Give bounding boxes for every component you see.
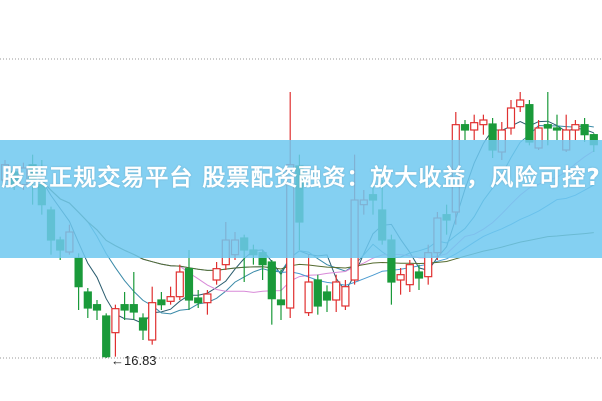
- candle-body: [322, 291, 332, 301]
- candle-body: [276, 299, 286, 306]
- candle-body: [479, 119, 488, 126]
- candle: [138, 313, 148, 340]
- candle: [83, 288, 92, 318]
- candle: [166, 286, 175, 305]
- candle-body: [267, 261, 276, 300]
- candle-body: [552, 127, 562, 131]
- candle-body: [212, 268, 221, 281]
- low-price-value: 16.83: [124, 353, 157, 368]
- candle: [129, 272, 138, 320]
- candle: [120, 292, 129, 320]
- candle: [74, 253, 83, 310]
- candle: [322, 285, 332, 312]
- candle-body: [506, 107, 516, 129]
- candle-body: [341, 286, 350, 307]
- candle: [194, 290, 203, 308]
- candle: [148, 286, 157, 345]
- candle: [405, 260, 414, 292]
- candle-body: [157, 299, 166, 306]
- low-price-label: ←16.83: [111, 353, 157, 368]
- candle-body: [148, 302, 157, 341]
- candle-body: [470, 122, 479, 131]
- candle: [414, 264, 424, 290]
- candle: [525, 100, 534, 146]
- candle: [203, 290, 212, 315]
- candle-body: [313, 279, 322, 307]
- candle-body: [396, 274, 405, 281]
- candle-body: [516, 99, 525, 108]
- candle-body: [83, 291, 92, 309]
- candle: [332, 274, 341, 312]
- candle-body: [571, 124, 580, 131]
- candle-body: [332, 281, 341, 301]
- candle-body: [525, 104, 534, 143]
- candle: [580, 118, 589, 142]
- candle: [157, 292, 166, 310]
- candle-body: [92, 304, 102, 311]
- candle: [460, 120, 470, 140]
- candle: [184, 250, 194, 310]
- candle-body: [580, 124, 589, 136]
- banner-title: 股票正规交易平台 股票配资融资：放大收益，风险可控?: [1, 165, 601, 191]
- candle: [396, 268, 405, 295]
- candle: [175, 264, 184, 300]
- candle: [267, 260, 276, 325]
- candle: [516, 92, 525, 112]
- candle-body: [194, 297, 203, 304]
- title-banner: [0, 140, 602, 258]
- candle: [470, 114, 479, 140]
- candle: [479, 114, 488, 135]
- candle-body: [138, 317, 148, 331]
- candle-body: [414, 271, 424, 279]
- candle-body: [175, 271, 184, 298]
- candle: [276, 270, 286, 320]
- candle-body: [304, 281, 313, 314]
- candle-body: [166, 296, 175, 302]
- candle: [102, 313, 111, 358]
- candle: [212, 262, 221, 285]
- candle-body: [405, 264, 414, 286]
- candle-body: [184, 268, 194, 301]
- candle-body: [203, 293, 212, 304]
- candle-body: [102, 315, 111, 358]
- candle: [543, 92, 552, 146]
- candle-body: [74, 257, 83, 288]
- candle-body: [129, 304, 138, 313]
- candle-body: [543, 124, 552, 129]
- candle: [552, 114, 562, 140]
- candle-body: [111, 308, 120, 334]
- candle-body: [120, 304, 129, 311]
- candle-body: [460, 124, 470, 131]
- candle: [111, 304, 120, 357]
- candle: [313, 274, 322, 315]
- candle: [571, 120, 580, 140]
- candle: [304, 254, 313, 316]
- candle: [92, 300, 102, 320]
- candle: [506, 100, 516, 135]
- candle: [341, 280, 350, 310]
